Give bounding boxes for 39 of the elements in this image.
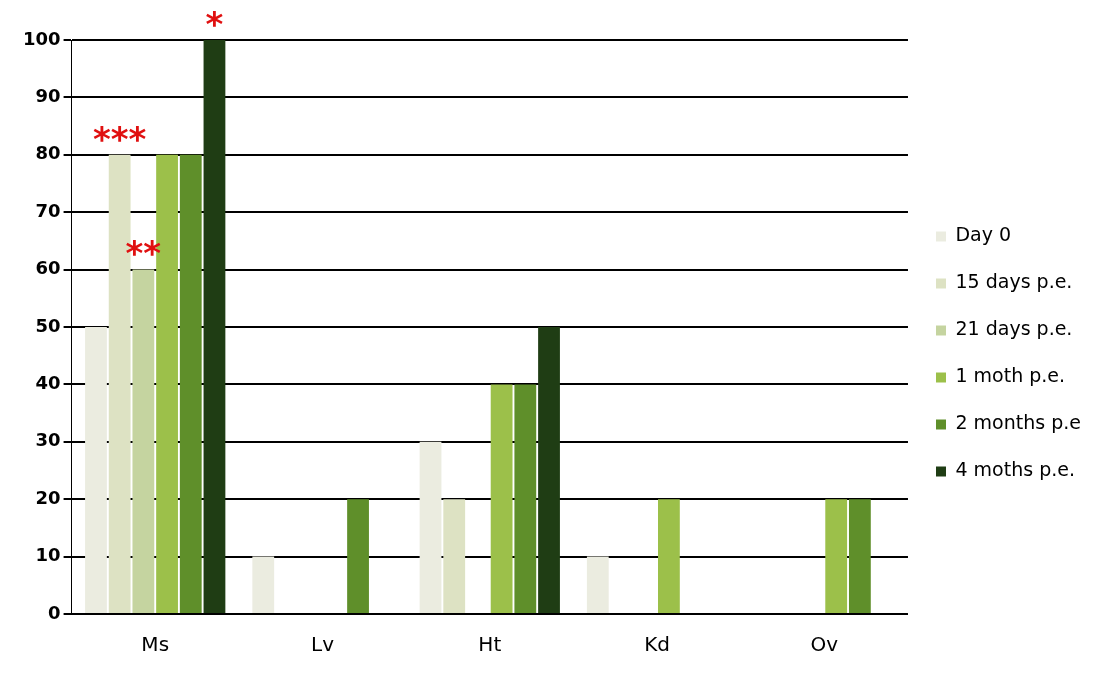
annotation: ***: [92, 118, 147, 159]
bar: [203, 40, 226, 613]
legend-label: 4 moths p.e.: [955, 458, 1076, 481]
y-tick-label: 30: [35, 429, 61, 451]
bar: [443, 499, 466, 613]
bar: [252, 556, 275, 613]
bar: [347, 499, 369, 613]
y-tick-label: 50: [35, 314, 61, 336]
bar: [490, 384, 513, 613]
y-tick-label: 80: [35, 142, 61, 164]
bar: [848, 499, 871, 613]
x-tick-label: Lv: [311, 632, 335, 657]
y-tick-label: 20: [35, 486, 61, 508]
y-tick-label: 90: [35, 85, 61, 107]
x-tick-label: Ht: [478, 632, 502, 657]
y-tick-label: 10: [35, 544, 61, 566]
y-tick-label: 70: [35, 199, 61, 221]
bar: [825, 499, 848, 613]
x-tick-label: Ms: [141, 632, 170, 657]
bar: [658, 499, 680, 613]
legend-label: 21 days p.e.: [955, 317, 1073, 340]
annotation: *: [205, 3, 224, 44]
bar: [538, 327, 560, 613]
x-tick-label: Ov: [810, 632, 839, 657]
bar: [179, 154, 202, 613]
y-tick-label: 100: [23, 27, 61, 49]
x-tick-label: Kd: [644, 632, 670, 657]
bar: [586, 556, 609, 613]
bar: [514, 384, 537, 613]
y-tick-label: 40: [35, 372, 61, 394]
bar: [85, 327, 107, 613]
legend-label: 15 days p.e.: [955, 270, 1073, 293]
legend-label: 2 months p.e: [955, 411, 1082, 434]
bar: [132, 269, 155, 613]
legend-label: 1 moth p.e.: [955, 364, 1066, 387]
y-tick-label: 0: [48, 601, 61, 623]
legend-label: Day 0: [955, 223, 1012, 246]
bar: [419, 441, 442, 613]
y-tick-label: 60: [35, 257, 61, 279]
